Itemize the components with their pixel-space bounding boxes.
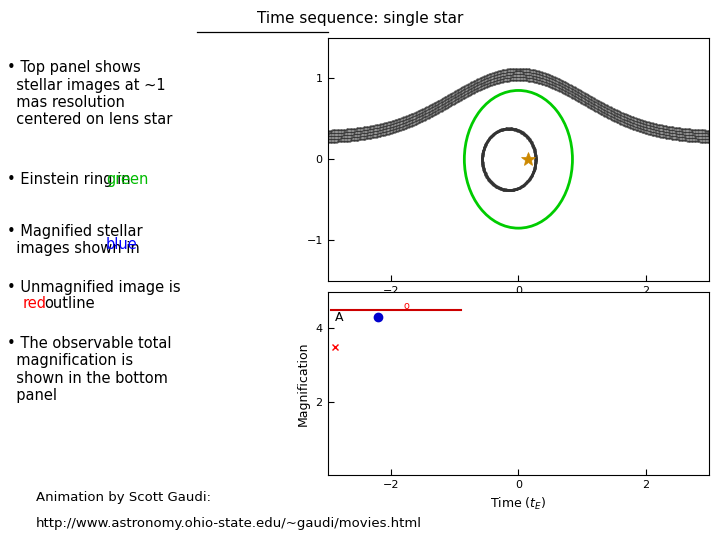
Text: green: green [106,172,148,187]
Text: outline: outline [45,296,95,312]
Text: o: o [404,301,410,310]
Text: Time sequence: single star: Time sequence: single star [257,11,463,26]
Text: • Top panel shows
  stellar images at ~1
  mas resolution
  centered on lens sta: • Top panel shows stellar images at ~1 m… [7,60,173,127]
Text: blue: blue [106,237,138,252]
Text: A: A [336,311,343,324]
Text: • Unmagnified image is: • Unmagnified image is [7,280,181,312]
Text: Animation by Scott Gaudi:: Animation by Scott Gaudi: [36,491,211,504]
Text: • Magnified stellar
  images shown in: • Magnified stellar images shown in [7,224,145,256]
Y-axis label: Magnification: Magnification [297,341,310,426]
X-axis label: Time ($t_E$): Time ($t_E$) [490,496,546,512]
Text: http://www.astronomy.ohio-state.edu/~gaudi/movies.html: http://www.astronomy.ohio-state.edu/~gau… [36,517,422,530]
Text: • Einstein ring in: • Einstein ring in [7,172,135,187]
Text: • The observable total
  magnification is
  shown in the bottom
  panel: • The observable total magnification is … [7,336,171,403]
Text: red: red [23,296,47,312]
